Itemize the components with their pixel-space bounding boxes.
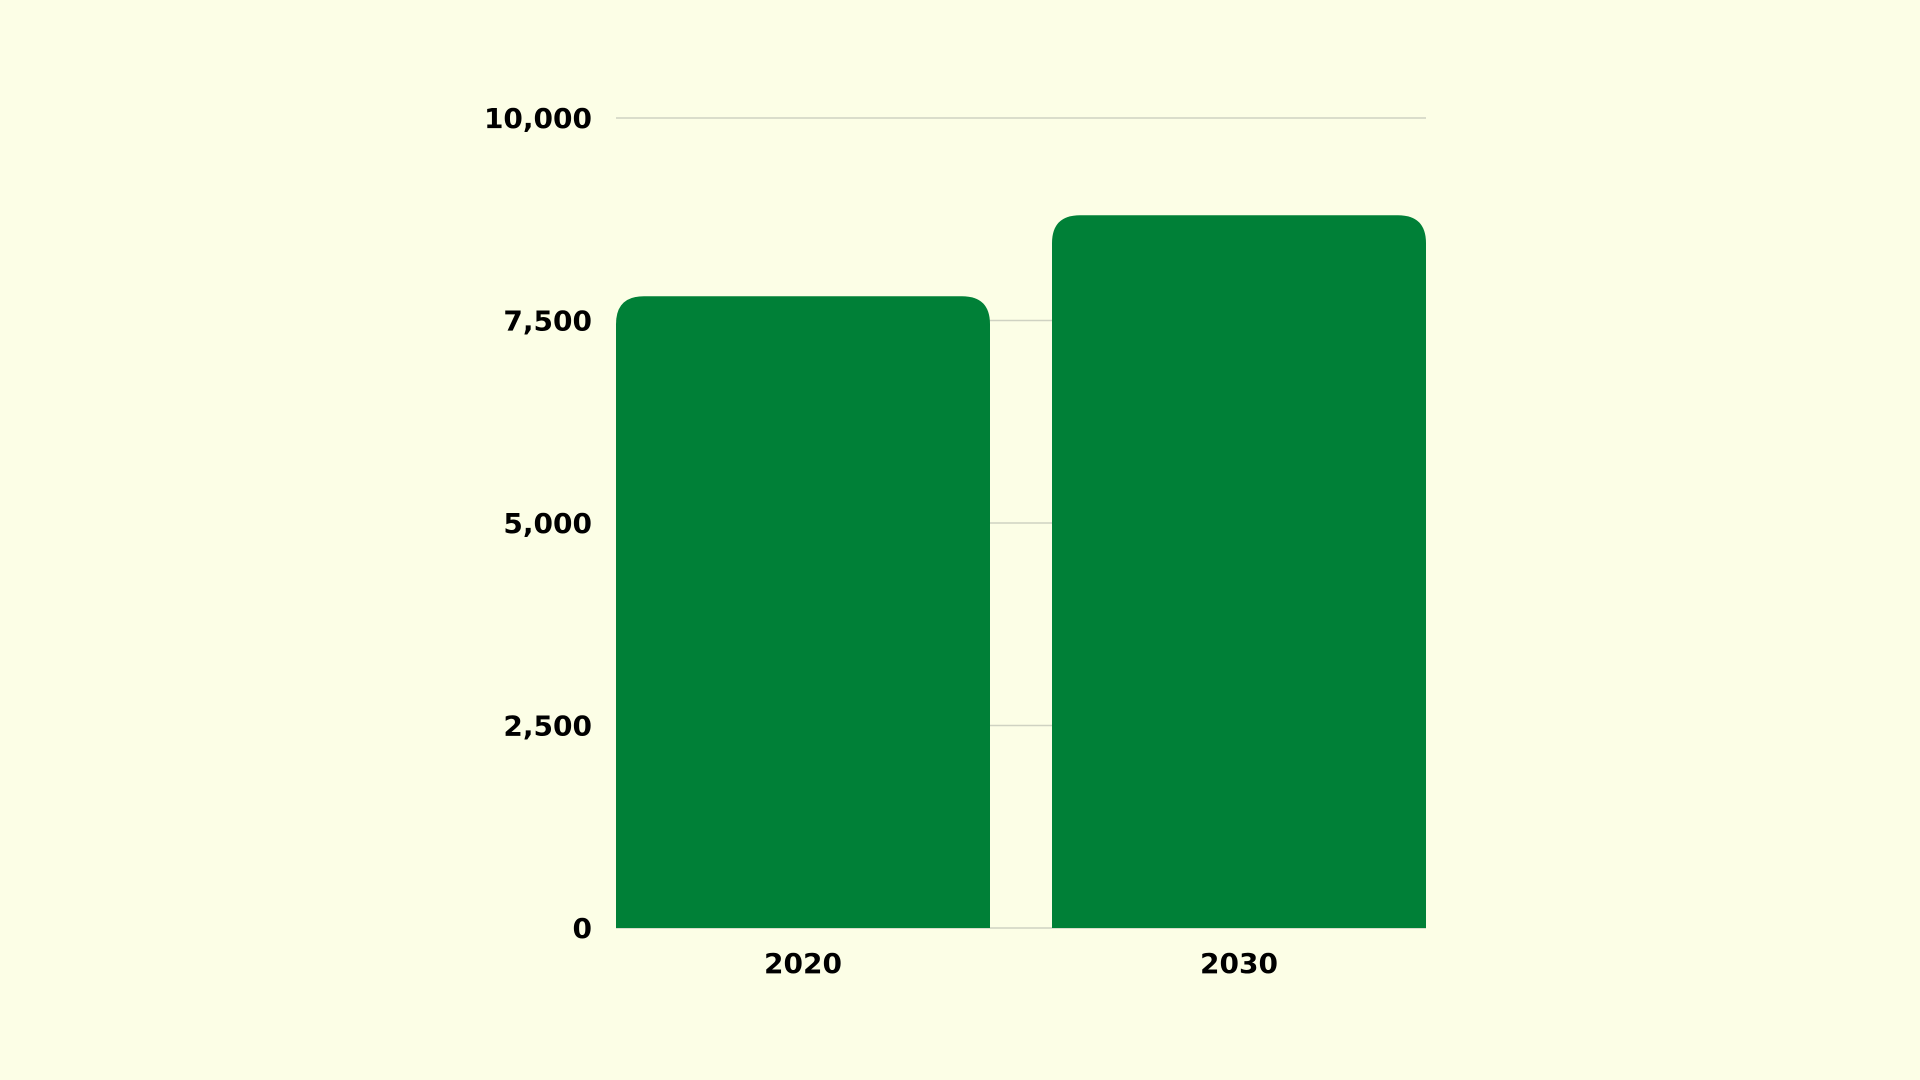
x-tick-label: 2030 [1200,947,1278,980]
y-tick-label: 0 [573,912,592,945]
bar-2030 [1052,215,1426,928]
y-tick-label: 10,000 [484,102,592,135]
y-axis-tick-labels: 0 2,500 5,000 7,500 10,000 [484,102,592,945]
y-tick-label: 2,500 [503,710,592,743]
bar-2020 [616,296,990,928]
x-tick-label: 2020 [764,947,842,980]
x-axis-tick-labels: 2020 2030 [764,947,1278,980]
bars [616,215,1426,928]
y-tick-label: 7,500 [503,305,592,338]
y-tick-label: 5,000 [503,507,592,540]
